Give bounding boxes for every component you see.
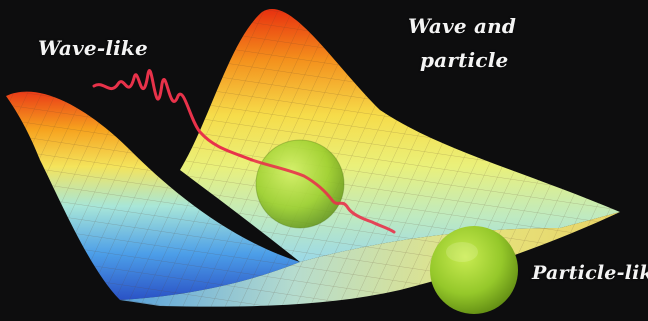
wave-trace-through-sphere [250,158,396,234]
wave-like-label: Wave-like [38,36,148,60]
wave-and-particle-label-line2: particle [420,48,509,72]
wave-and-particle-label-line1: Wave and [408,14,517,38]
wave-trace [92,69,254,162]
particle-like-label: Particle-like [532,262,648,284]
wave-particle-sphere [256,140,344,228]
particle-sphere [430,226,518,314]
